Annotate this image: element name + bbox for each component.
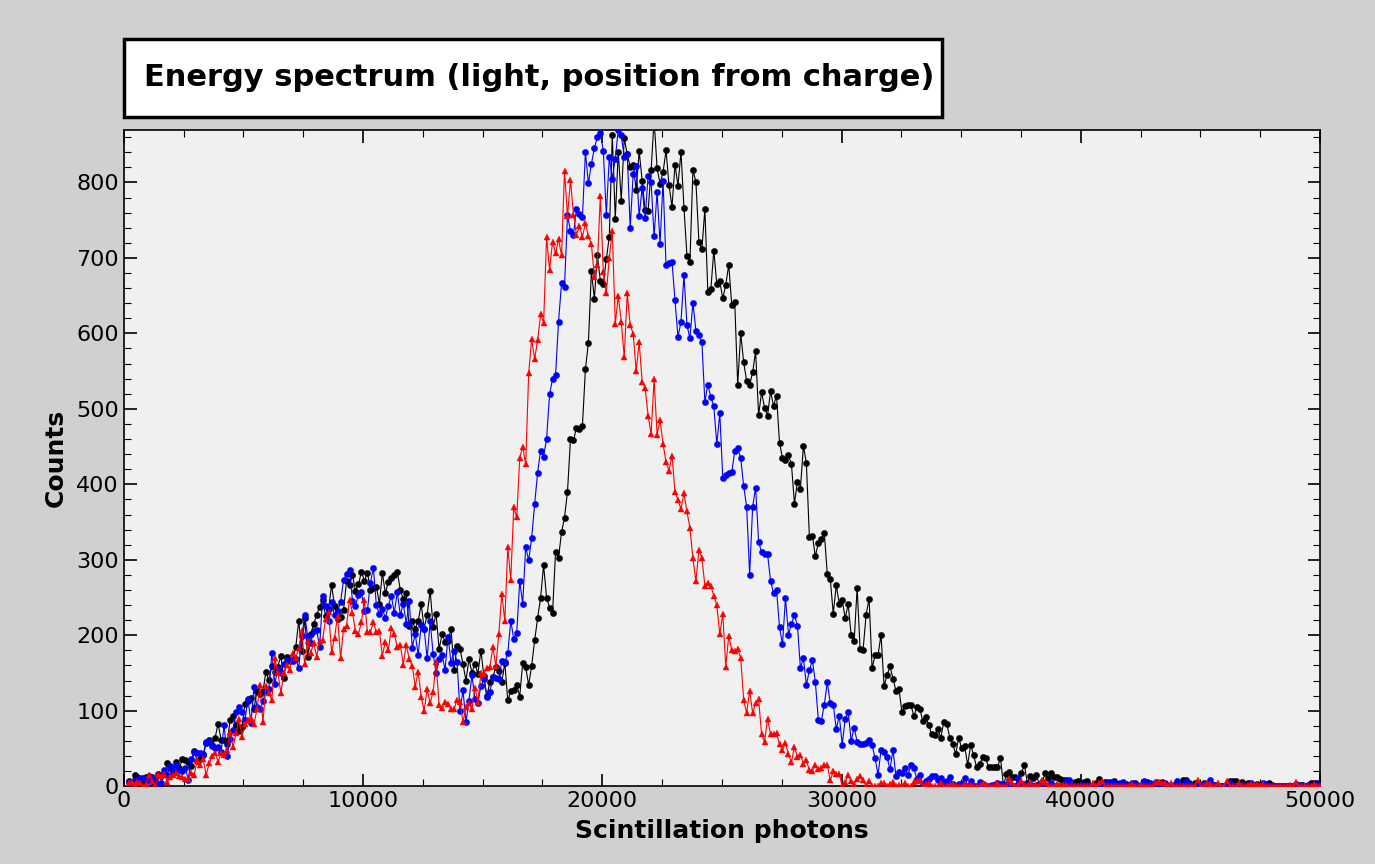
Y-axis label: Counts: Counts	[44, 409, 67, 507]
X-axis label: Scintillation photons: Scintillation photons	[575, 819, 869, 843]
FancyBboxPatch shape	[124, 39, 942, 117]
Text: Energy spectrum (light, position from charge): Energy spectrum (light, position from ch…	[144, 63, 935, 92]
